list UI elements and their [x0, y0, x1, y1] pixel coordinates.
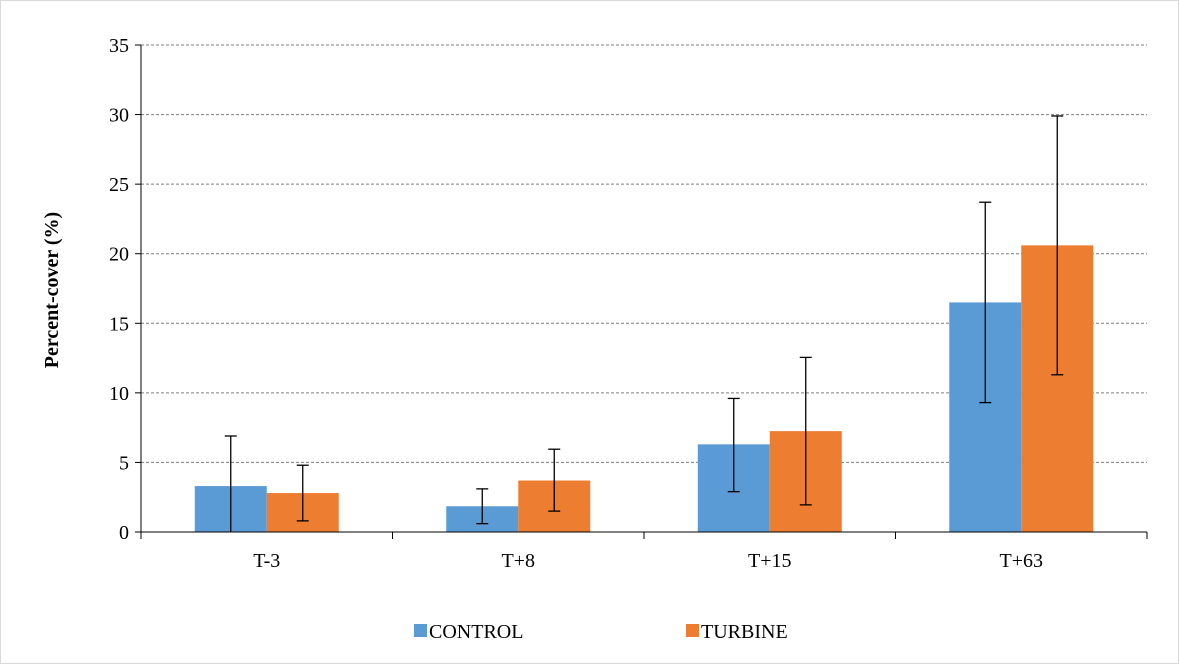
y-tick-label: 0: [119, 522, 129, 544]
y-tick-label: 15: [109, 313, 129, 335]
gridlines: [141, 44, 1147, 463]
y-tick-label: 20: [109, 244, 129, 266]
legend: CONTROL TURBINE: [414, 621, 788, 643]
x-tick-label: T+63: [1000, 550, 1044, 572]
y-tick-label: 5: [119, 452, 129, 474]
bars: [194, 245, 1094, 532]
error-bars: [224, 115, 1064, 532]
x-tick-label: T+8: [502, 550, 536, 572]
y-axis-title: Percent-cover (%): [41, 212, 63, 368]
y-tick-label: 10: [109, 383, 129, 405]
legend-swatch-control: [414, 624, 427, 637]
y-tick-label: 35: [109, 35, 129, 57]
x-tick-label: T-3: [253, 550, 280, 572]
x-tick-label: T+15: [748, 550, 792, 572]
legend-label-turbine: TURBINE: [701, 621, 788, 643]
x-tick-labels: T-3 T+8 T+15 T+63: [253, 550, 1043, 572]
axes: [135, 44, 1148, 539]
y-tick-label: 25: [109, 174, 129, 196]
legend-swatch-turbine: [686, 624, 699, 637]
legend-label-control: CONTROL: [429, 621, 523, 643]
y-tick-labels: 0 5 10 15 20 25 30 35: [109, 35, 129, 544]
y-tick-label: 30: [109, 105, 129, 127]
